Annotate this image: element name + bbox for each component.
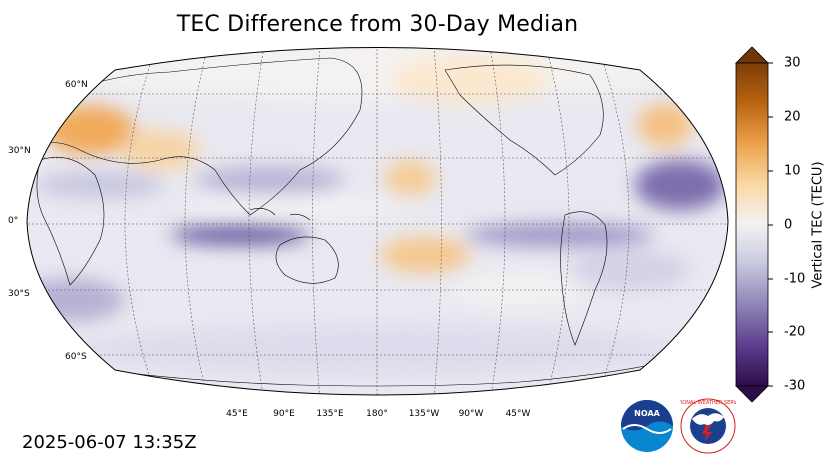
colorbar-tick-label: -30 bbox=[784, 378, 806, 394]
lon-label-135e: 135°E bbox=[316, 409, 344, 419]
colorbar-tick-label: -10 bbox=[784, 271, 806, 287]
svg-text:NATIONAL WEATHER SERVICE: NATIONAL WEATHER SERVICE bbox=[680, 400, 736, 406]
colorbar-tick-label: 30 bbox=[784, 55, 801, 71]
nws-logo: NATIONAL WEATHER SERVICE bbox=[680, 398, 736, 454]
svg-text:NOAA: NOAA bbox=[634, 409, 660, 418]
lat-label-60n: 60°N bbox=[65, 80, 88, 90]
colorbar-top-arrow bbox=[735, 46, 769, 64]
lon-label-45w: 45°W bbox=[505, 409, 531, 419]
lon-label-45e: 45°E bbox=[226, 409, 248, 419]
noaa-logo: NOAA bbox=[621, 400, 673, 452]
chart-title: TEC Difference from 30-Day Median bbox=[176, 12, 579, 37]
timestamp: 2025-06-07 13:35Z bbox=[22, 432, 197, 453]
lon-label-180: 180° bbox=[366, 409, 388, 419]
gridlines bbox=[27, 47, 728, 395]
lat-label-30s: 30°S bbox=[8, 289, 30, 299]
lon-label-135w: 135°W bbox=[408, 409, 440, 419]
lat-label-60s: 60°S bbox=[65, 352, 87, 362]
lat-label-30n: 30°N bbox=[8, 146, 31, 156]
colorbar-bar bbox=[735, 62, 769, 387]
lon-label-90e: 90°E bbox=[273, 409, 295, 419]
colorbar bbox=[735, 46, 773, 403]
colorbar-tick-label: 20 bbox=[784, 109, 801, 125]
map-field bbox=[27, 47, 728, 395]
map-boundary bbox=[26, 47, 729, 396]
colorbar-tick-label: -20 bbox=[784, 324, 806, 340]
lat-label-0: 0° bbox=[8, 216, 19, 226]
lon-label-90w: 90°W bbox=[458, 409, 484, 419]
colorbar-label: Vertical TEC (TECU) bbox=[810, 161, 826, 289]
colorbar-tick-label: 0 bbox=[784, 217, 793, 233]
colorbar-tick-label: 10 bbox=[784, 163, 801, 179]
colorbar-bottom-arrow bbox=[735, 385, 769, 403]
